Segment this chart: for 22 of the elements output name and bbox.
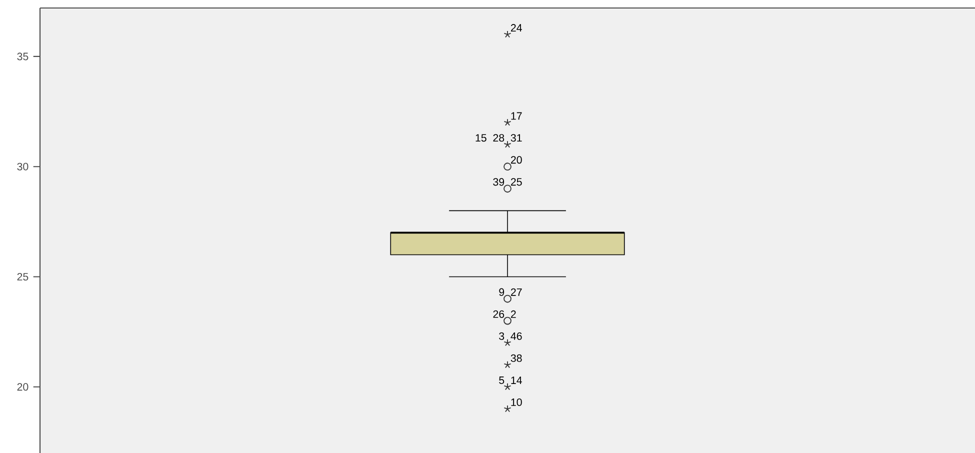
annotation: 24 (510, 24, 522, 32)
annotation: 10 (511, 398, 522, 406)
annotation: 14 (511, 376, 522, 384)
annotation: 46 (510, 332, 522, 340)
y-tick-label: 20 (17, 383, 28, 391)
annotation: 26 (493, 310, 504, 318)
y-tick-label: 35 (17, 52, 28, 60)
annotation: 20 (510, 156, 522, 164)
y-tick-label: 30 (17, 162, 28, 170)
annotation: 3 (499, 332, 504, 340)
annotation: 25 (510, 178, 522, 186)
annotation: 28 (493, 134, 504, 142)
annotation: 15 (476, 134, 486, 142)
annotation: 2 (510, 310, 516, 318)
annotation: 31 (510, 134, 522, 142)
annotation: 17 (511, 112, 522, 120)
y-tick-label: 25 (17, 272, 28, 281)
annotation: 39 (493, 178, 504, 186)
annotation: 38 (510, 354, 522, 362)
annotation: 9 (499, 288, 504, 296)
annotation: 5 (499, 376, 504, 384)
annotation: 27 (510, 288, 522, 296)
